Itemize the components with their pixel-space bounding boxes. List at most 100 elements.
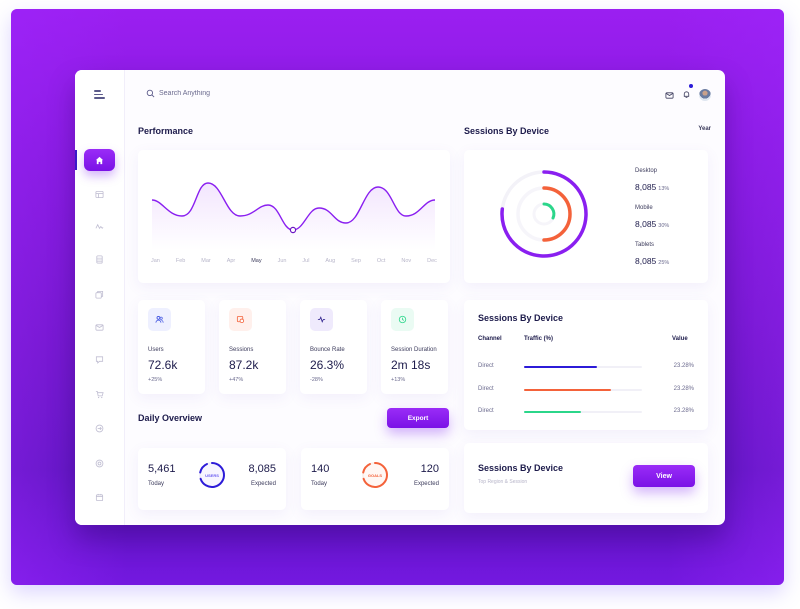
inbox-icon [95, 323, 104, 331]
top-region-card: Sessions By Device Top Region & Session … [464, 443, 708, 513]
kpi-label: Sessions [229, 347, 254, 353]
export-button[interactable]: Export [387, 408, 449, 428]
kpi-icon-bg [229, 308, 252, 331]
expected-label: Expected [413, 481, 439, 487]
kpi-change: +13% [391, 377, 406, 383]
notifications-button[interactable] [682, 84, 693, 104]
today-label: Today [148, 481, 165, 487]
sidebar-item-activity[interactable] [84, 215, 115, 237]
kpi-card-users[interactable]: Users 72.6k +25% [138, 300, 205, 394]
sidebar-item-settings[interactable] [84, 452, 115, 474]
search-input[interactable] [159, 90, 309, 97]
dashboard-window: Performance Jan Feb Mar Apr May Jun Jul … [75, 70, 725, 525]
daily-overview-title: Daily Overview [138, 413, 203, 423]
month-axis: Jan Feb Mar Apr May Jun Jul Aug Sep Oct … [151, 258, 437, 264]
expected-label: Expected [250, 481, 276, 487]
device-ring-chart [500, 170, 588, 258]
sessions-device-title: Sessions By Device [464, 126, 550, 136]
device-value: 8,085 [635, 219, 657, 229]
daily-card-users: 5,461 Today USERS 8,085 Expected [138, 448, 286, 510]
channel-cell: Direct [478, 408, 494, 414]
traffic-bar-fill [524, 366, 598, 368]
month-label: Sep [351, 258, 361, 264]
home-icon [95, 156, 104, 164]
top-actions [665, 84, 711, 104]
month-label: Oct [376, 258, 386, 264]
bell-icon [683, 91, 690, 99]
pulse-icon [317, 316, 326, 323]
traffic-bar-fill [524, 411, 581, 413]
column-header-traffic: Traffic (%) [524, 336, 554, 342]
month-label: Apr [226, 258, 236, 264]
kpi-value: 87.2k [229, 358, 259, 372]
value-cell: 23.28% [673, 363, 694, 369]
traffic-title: Sessions By Device [478, 313, 564, 323]
sidebar-item-document[interactable] [84, 248, 115, 270]
kpi-change: +25% [148, 377, 163, 383]
settings-icon [95, 459, 104, 467]
region-title: Sessions By Device [478, 463, 564, 473]
kpi-icon-bg [310, 308, 333, 331]
performance-chart-card: Jan Feb Mar Apr May Jun Jul Aug Sep Oct … [138, 150, 450, 283]
traffic-table-card: Sessions By Device Channel Traffic (%) V… [464, 300, 708, 430]
chat-icon [95, 355, 104, 364]
table-row: Direct 23.28% [478, 408, 694, 418]
activity-icon [95, 223, 104, 229]
kpi-card-bounce-rate[interactable]: Bounce Rate 26.3% -28% [300, 300, 367, 394]
sidebar-item-inbox[interactable] [84, 316, 115, 338]
active-nav-marker [75, 150, 77, 170]
sidebar-item-home[interactable] [84, 149, 115, 171]
sidebar-item-layout[interactable] [84, 183, 115, 205]
ring-label: GOALS [367, 473, 383, 478]
device-pct: 25% [658, 260, 670, 266]
logout-icon [95, 424, 104, 432]
device-stat-tablets: Tablets 8,085 25% [635, 242, 669, 269]
mail-icon[interactable] [665, 91, 674, 100]
document-icon [96, 254, 103, 264]
top-bar [125, 70, 725, 120]
sidebar-item-logout[interactable] [84, 417, 115, 439]
kpi-label: Users [148, 347, 164, 353]
notification-badge [689, 84, 693, 88]
kpi-value: 2m 18s [391, 358, 431, 372]
ring-label: USERS [205, 473, 219, 478]
expected-value: 120 [420, 463, 439, 475]
month-label-active[interactable]: May [251, 258, 262, 264]
month-label: Dec [427, 258, 437, 264]
kpi-change: -28% [310, 377, 323, 383]
device-stats: Desktop 8,085 13% Mobile 8,085 30% Tablets… [635, 168, 669, 279]
period-selector[interactable]: Year [698, 126, 711, 132]
sidebar-item-cart[interactable] [84, 383, 115, 405]
clock-icon [398, 315, 407, 324]
avatar[interactable] [699, 89, 711, 101]
expected-value: 8,085 [248, 463, 276, 475]
device-pct: 30% [658, 223, 670, 229]
chart-point-marker [289, 226, 297, 234]
copy-icon [95, 290, 104, 299]
sidebar-item-chat[interactable] [84, 348, 115, 370]
device-stat-desktop: Desktop 8,085 13% [635, 168, 669, 195]
month-label: Nov [401, 258, 412, 264]
search-bar[interactable] [146, 89, 309, 98]
channel-cell: Direct [478, 363, 494, 369]
view-button[interactable]: View [633, 465, 695, 487]
kpi-change: +47% [229, 377, 244, 383]
performance-title: Performance [138, 126, 194, 136]
month-label: Mar [201, 258, 211, 264]
device-label: Tablets [635, 242, 655, 248]
month-label: Jun [277, 258, 287, 264]
today-value: 140 [311, 463, 330, 475]
sessions-device-card: Desktop 8,085 13% Mobile 8,085 30% Tablets… [464, 150, 708, 283]
kpi-value: 72.6k [148, 358, 178, 372]
sidebar-item-calendar[interactable] [84, 486, 115, 508]
column-header-value: Value [672, 336, 688, 342]
month-label: Aug [325, 258, 336, 264]
traffic-bar-track [524, 411, 642, 413]
today-label: Today [311, 481, 328, 487]
sidebar-item-copy[interactable] [84, 283, 115, 305]
device-stat-mobile: Mobile 8,085 30% [635, 205, 669, 232]
kpi-card-sessions[interactable]: Sessions 87.2k +47% [219, 300, 286, 394]
menu-icon[interactable] [94, 90, 106, 100]
kpi-card-session-duration[interactable]: Session Duration 2m 18s +13% [381, 300, 448, 394]
channel-cell: Direct [478, 386, 494, 392]
